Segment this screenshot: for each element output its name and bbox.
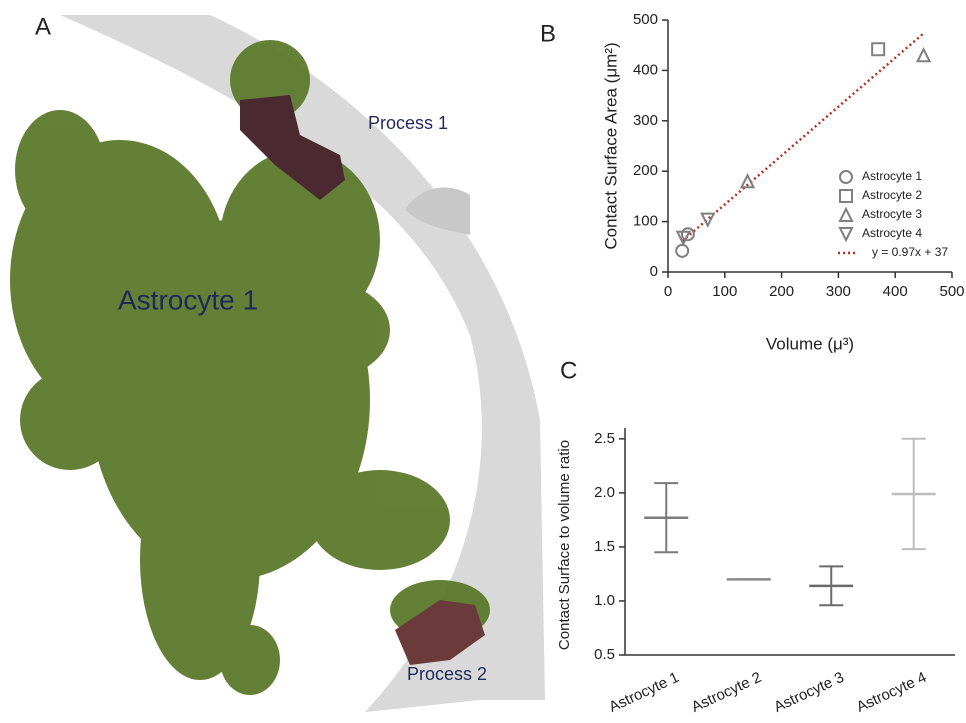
y-tick-label: 500 bbox=[633, 11, 658, 28]
x-axis-label: Volume (μ³) bbox=[766, 334, 854, 353]
annotation: Process 2 bbox=[407, 664, 487, 684]
x-tick-label: Astrocyte 4 bbox=[854, 669, 929, 716]
vessel bbox=[60, 15, 545, 712]
x-tick-label: 0 bbox=[664, 283, 672, 300]
panel-label: A bbox=[35, 13, 51, 40]
process-1-contact bbox=[240, 95, 345, 200]
y-tick-label: 300 bbox=[633, 112, 658, 129]
y-tick-label: 200 bbox=[633, 162, 658, 179]
legend-label: y = 0.97x + 37 bbox=[872, 245, 948, 259]
legend-label: Astrocyte 1 bbox=[862, 169, 922, 183]
legend-marker bbox=[838, 227, 854, 243]
x-tick-label: 200 bbox=[769, 283, 794, 300]
y-tick-label: 2.5 bbox=[594, 430, 615, 447]
annotation: Astrocyte 1 bbox=[118, 284, 258, 315]
x-tick-label: 400 bbox=[883, 283, 908, 300]
annotation: Process 1 bbox=[368, 113, 448, 133]
y-tick-label: 400 bbox=[633, 61, 658, 78]
y-tick-label: 1.0 bbox=[594, 592, 615, 609]
y-axis-label: Contact Surface Area (μm²) bbox=[601, 42, 620, 249]
legend-marker bbox=[839, 170, 853, 184]
legend-label: Astrocyte 3 bbox=[862, 207, 922, 221]
point bbox=[739, 173, 756, 189]
legend-label: Astrocyte 4 bbox=[862, 226, 922, 240]
legend-marker bbox=[839, 189, 853, 203]
legend-marker bbox=[838, 206, 854, 222]
y-tick-label: 100 bbox=[633, 213, 658, 230]
y-tick-label: 0.5 bbox=[594, 646, 615, 663]
point bbox=[700, 212, 716, 228]
y-tick-label: 1.5 bbox=[594, 538, 615, 555]
y-tick-label: 2.0 bbox=[594, 484, 615, 501]
point bbox=[871, 42, 886, 57]
point bbox=[915, 47, 932, 63]
x-tick-label: 100 bbox=[712, 283, 737, 300]
point bbox=[675, 243, 690, 258]
panel-a-image: A Process 1 Astrocyte 1 Process 2 bbox=[10, 13, 545, 712]
x-tick-label: Astrocyte 1 bbox=[606, 669, 681, 716]
y-tick-label: 0 bbox=[650, 263, 658, 280]
fit-line bbox=[681, 32, 925, 243]
legend-label: Astrocyte 2 bbox=[862, 188, 922, 202]
point bbox=[675, 230, 691, 246]
x-tick-label: 300 bbox=[826, 283, 851, 300]
x-tick-label: Astrocyte 3 bbox=[771, 669, 846, 716]
y-axis-label: Contact Surface to volume ratio bbox=[556, 440, 573, 650]
panel-label: C bbox=[560, 357, 577, 384]
x-tick-label: 500 bbox=[939, 283, 964, 300]
point bbox=[680, 227, 695, 242]
panel-label: B bbox=[540, 20, 556, 47]
process-2-contact bbox=[395, 600, 485, 665]
x-tick-label: Astrocyte 2 bbox=[689, 669, 764, 716]
vessel-branch bbox=[405, 187, 470, 235]
